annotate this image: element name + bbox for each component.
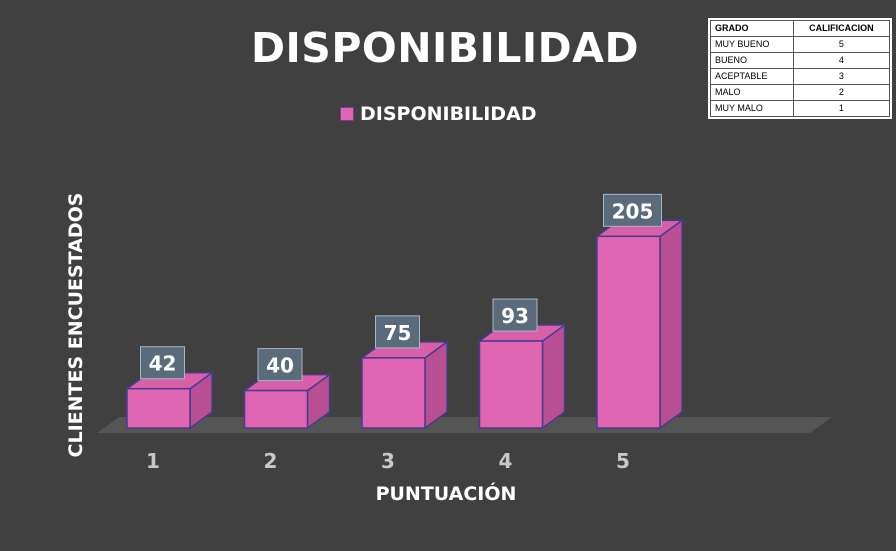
data-label: 75 bbox=[384, 321, 412, 345]
bar bbox=[478, 340, 544, 429]
bar bbox=[361, 357, 426, 429]
x-tick-label: 1 bbox=[146, 449, 160, 473]
grade-score: 1 bbox=[792, 100, 891, 117]
data-label: 205 bbox=[612, 199, 654, 223]
legend-swatch bbox=[340, 107, 354, 121]
data-label-box bbox=[375, 315, 420, 349]
grade-table-row: MUY MALO 1 bbox=[710, 100, 891, 117]
chart-floor bbox=[97, 417, 832, 433]
chart-legend: DISPONIBILIDAD bbox=[340, 103, 537, 125]
chart-title: DISPONIBILIDAD bbox=[251, 24, 639, 72]
x-tick-label: 2 bbox=[264, 449, 278, 473]
grade-table: GRADO CALIFICACION MUY BUENO 5 BUENO 4 A… bbox=[708, 18, 892, 119]
bar bbox=[596, 235, 661, 429]
data-label-box bbox=[140, 346, 185, 380]
data-label-box bbox=[492, 298, 538, 332]
bar bbox=[243, 389, 309, 429]
data-label-box bbox=[257, 348, 303, 382]
bar-side bbox=[659, 218, 683, 430]
data-label: 93 bbox=[501, 304, 529, 328]
x-tick-label: 5 bbox=[616, 449, 630, 473]
bar-side bbox=[541, 323, 566, 430]
x-tick-label: 4 bbox=[499, 449, 513, 473]
data-label: 40 bbox=[266, 354, 294, 378]
x-axis-label: PUNTUACIÓN bbox=[375, 483, 517, 505]
data-label-box bbox=[603, 193, 662, 227]
data-label: 42 bbox=[149, 352, 177, 376]
x-tick-label: 3 bbox=[381, 449, 395, 473]
grade-table-row: BUENO 4 bbox=[710, 52, 891, 69]
bar bbox=[126, 387, 191, 429]
legend-label: DISPONIBILIDAD bbox=[360, 103, 537, 125]
